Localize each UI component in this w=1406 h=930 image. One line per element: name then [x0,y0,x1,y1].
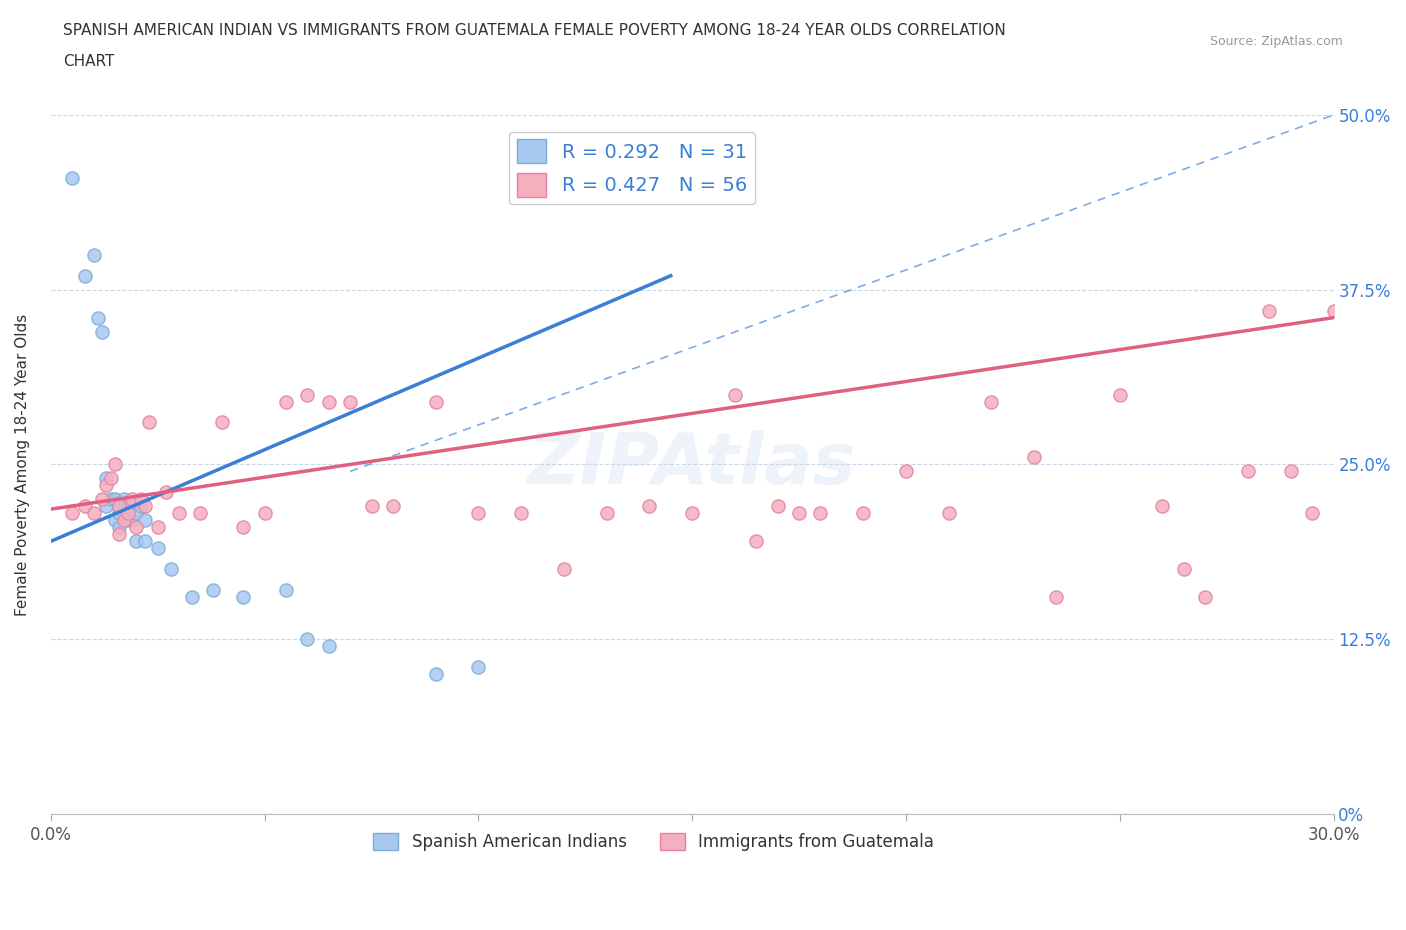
Point [787,506,810,521]
Text: CHART: CHART [63,54,115,69]
Point [745,534,768,549]
Point [638,498,661,513]
Point [852,506,875,521]
Point [112,492,135,507]
Point [104,512,127,527]
Point [894,464,917,479]
Point [129,498,152,513]
Point [1173,562,1195,577]
Point [91,492,114,507]
Point [73,498,96,513]
Point [117,506,139,521]
Point [181,590,204,604]
Point [108,506,131,521]
Point [60,170,83,185]
Legend: Spanish American Indians, Immigrants from Guatemala: Spanish American Indians, Immigrants fro… [367,827,941,857]
Point [83,506,105,521]
Point [1279,464,1302,479]
Y-axis label: Female Poverty Among 18-24 Year Olds: Female Poverty Among 18-24 Year Olds [15,313,30,616]
Point [108,520,131,535]
Point [104,492,127,507]
Point [766,498,789,513]
Point [1237,464,1260,479]
Point [425,394,447,409]
Point [73,268,96,283]
Point [125,534,148,549]
Point [96,471,118,485]
Point [100,492,122,507]
Point [381,498,404,513]
Point [159,562,181,577]
Point [253,506,276,521]
Point [117,512,139,527]
Point [104,457,127,472]
Point [425,667,447,682]
Text: SPANISH AMERICAN INDIAN VS IMMIGRANTS FROM GUATEMALA FEMALE POVERTY AMONG 18-24 : SPANISH AMERICAN INDIAN VS IMMIGRANTS FR… [63,23,1007,38]
Point [467,506,489,521]
Point [112,512,135,527]
Point [96,478,118,493]
Point [138,415,160,430]
Point [1258,303,1281,318]
Point [467,659,489,674]
Point [167,506,190,521]
Point [134,534,156,549]
Point [274,583,297,598]
Point [125,506,148,521]
Point [83,247,105,262]
Point [938,506,960,521]
Point [553,562,575,577]
Point [339,394,361,409]
Point [1301,506,1323,521]
Point [318,394,340,409]
Point [724,387,747,402]
Point [297,631,319,646]
Point [1108,387,1130,402]
Point [125,520,148,535]
Point [1024,450,1046,465]
Point [117,498,139,513]
Point [810,506,832,521]
Point [297,387,319,402]
Point [146,520,169,535]
Point [108,498,131,513]
Point [980,394,1002,409]
Point [211,415,233,430]
Point [1322,303,1344,318]
Point [190,506,212,521]
Point [318,639,340,654]
Text: Source: ZipAtlas.com: Source: ZipAtlas.com [1209,35,1343,48]
Point [360,498,382,513]
Point [91,325,114,339]
Point [595,506,617,521]
Point [1045,590,1067,604]
Point [1152,498,1174,513]
Point [274,394,297,409]
Point [129,492,152,507]
Point [202,583,225,598]
Point [96,498,118,513]
Point [87,311,110,325]
Point [100,471,122,485]
Point [510,506,533,521]
Point [146,541,169,556]
Point [134,498,156,513]
Point [121,512,143,527]
Point [121,492,143,507]
Text: ZIPAtlas: ZIPAtlas [527,430,856,498]
Point [108,527,131,542]
Point [155,485,177,499]
Point [134,512,156,527]
Point [232,520,254,535]
Point [232,590,254,604]
Point [1194,590,1216,604]
Point [681,506,703,521]
Point [60,506,83,521]
